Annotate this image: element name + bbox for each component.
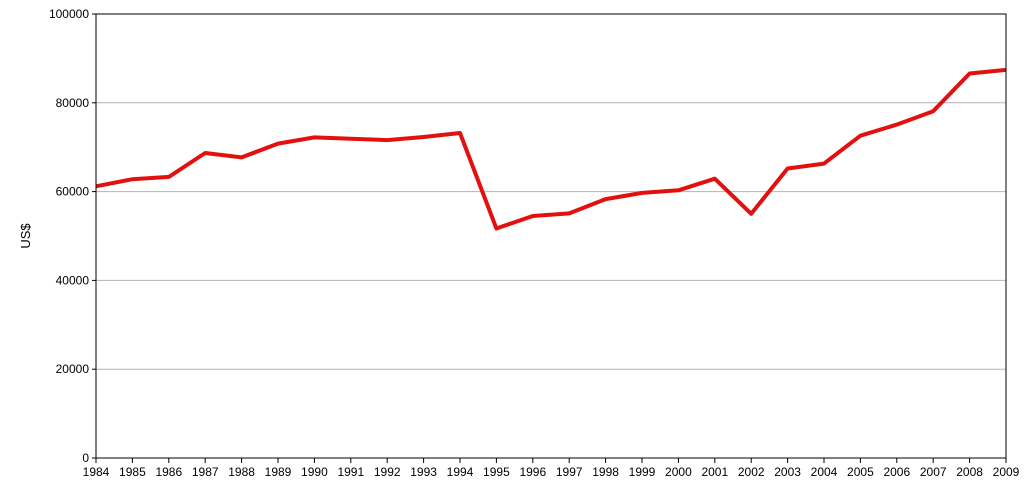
x-tick-label: 1986 (155, 465, 182, 479)
data-point (459, 132, 461, 134)
x-tick-label: 2000 (665, 465, 692, 479)
data-point (241, 156, 243, 158)
x-tick-label: 1997 (556, 465, 583, 479)
data-point (896, 124, 898, 126)
gridlines (96, 102, 1006, 370)
y-tick-label: 0 (82, 451, 89, 465)
x-tick-label: 1985 (119, 465, 146, 479)
x-tick-label: 1984 (83, 465, 110, 479)
y-axis-label: US$ (18, 223, 33, 249)
x-tick-label: 1990 (301, 465, 328, 479)
data-point (495, 227, 497, 229)
x-tick-label: 1993 (410, 465, 437, 479)
data-point (823, 163, 825, 165)
y-tick-label: 40000 (56, 273, 90, 287)
x-tick-label: 1987 (192, 465, 219, 479)
x-tick-label: 1992 (374, 465, 401, 479)
data-point (641, 192, 643, 194)
x-tick-label: 2007 (920, 465, 947, 479)
x-tick-label: 1988 (228, 465, 255, 479)
data-point (750, 213, 752, 215)
x-tick-label: 2004 (811, 465, 838, 479)
x-tick-label: 1996 (519, 465, 546, 479)
x-tick-label: 2001 (701, 465, 728, 479)
plot-frame (95, 13, 1007, 459)
data-point (568, 212, 570, 214)
x-tick-label: 2003 (774, 465, 801, 479)
data-point (859, 135, 861, 137)
x-tick-label: 1994 (447, 465, 474, 479)
series-line (95, 67, 1007, 231)
y-axis: 0 20000 40000 60000 80000 100000 (49, 7, 96, 465)
x-tick-label: 1995 (483, 465, 510, 479)
y-tick-label: 20000 (56, 362, 90, 376)
data-point (423, 136, 425, 138)
y-tick-label: 60000 (56, 185, 90, 199)
data-point (787, 168, 789, 170)
y-tick-label: 80000 (56, 96, 90, 110)
data-point (386, 139, 388, 141)
y-tick-label: 100000 (49, 7, 89, 21)
x-tick-label: 2009 (993, 465, 1020, 479)
x-tick-label: 2006 (883, 465, 910, 479)
x-tick-label: 1998 (592, 465, 619, 479)
x-tick-label: 2005 (847, 465, 874, 479)
data-point (969, 72, 971, 74)
data-point (350, 138, 352, 140)
data-point (932, 110, 934, 112)
x-tick-label: 1989 (265, 465, 292, 479)
data-point (168, 176, 170, 178)
data-point (204, 152, 206, 154)
x-tick-label: 2002 (738, 465, 765, 479)
data-point (677, 189, 679, 191)
data-point (277, 143, 279, 145)
data-point (131, 178, 133, 180)
data-point (532, 215, 534, 217)
data-point (605, 198, 607, 200)
x-axis: 1984 1985 1986 1987 1988 1989 1990 1991 1992 1993… (83, 458, 1020, 479)
x-tick-label: 1999 (629, 465, 656, 479)
x-tick-label: 1991 (337, 465, 364, 479)
x-tick-label: 2008 (956, 465, 983, 479)
data-point (313, 136, 315, 138)
data-point (714, 178, 716, 180)
